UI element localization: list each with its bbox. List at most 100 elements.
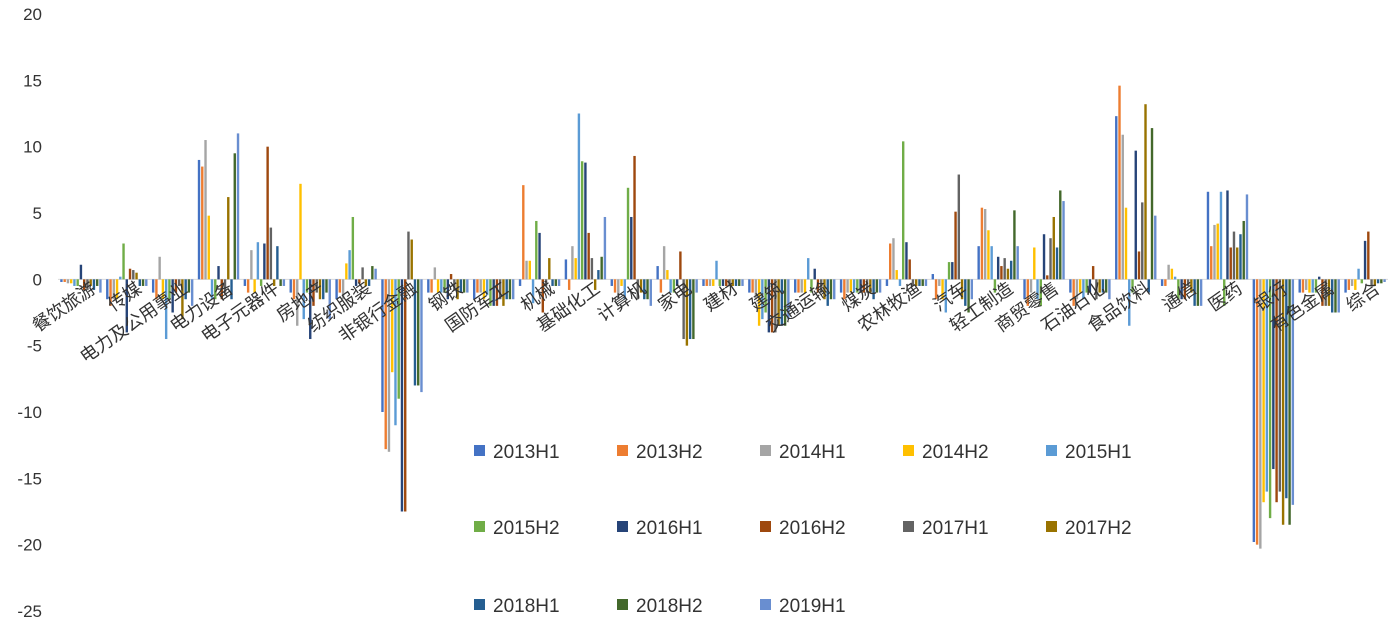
y-tick-label: 15 xyxy=(23,71,42,90)
bar-2019H1-13 xyxy=(695,279,698,293)
bar-2014H1-24 xyxy=(1167,264,1170,280)
bar-2017H1-7 xyxy=(407,231,410,280)
bar-2017H2-20 xyxy=(1006,268,1010,280)
legend-swatch xyxy=(617,521,628,532)
legend-swatch xyxy=(474,521,485,532)
legend-swatch xyxy=(760,521,771,532)
bar-2014H2-25 xyxy=(1216,223,1219,280)
bar-2016H1-0 xyxy=(79,264,83,280)
bar-2014H1-5 xyxy=(296,279,299,326)
bar-2014H2-4 xyxy=(253,279,256,293)
bar-2018H2-15 xyxy=(783,279,787,326)
y-tick-label: 20 xyxy=(23,5,42,24)
bar-2013H2-0 xyxy=(63,279,66,282)
y-axis-ticks: 20 15 10 5 0 -5 -10 -15 -20 -25 xyxy=(17,5,42,621)
bar-2018H1-5 xyxy=(322,279,325,300)
bar-2019H1-15 xyxy=(787,279,790,320)
bar-2019H1-10 xyxy=(557,279,561,286)
bar-2014H1-9 xyxy=(479,279,482,293)
bar-2015H1-22 xyxy=(1082,279,1085,300)
bar-2016H1-20 xyxy=(996,256,1000,280)
bar-2014H1-6 xyxy=(341,279,345,300)
bar-2018H2-28 xyxy=(1380,279,1383,284)
bar-2015H1-0 xyxy=(73,279,76,286)
bar-2015H2-25 xyxy=(1223,279,1226,306)
bar-2016H1-16 xyxy=(813,268,816,280)
bar-2018H1-4 xyxy=(276,246,279,280)
bar-2019H1-17 xyxy=(878,279,882,293)
legend-label: 2014H2 xyxy=(922,442,989,463)
y-tick-label: -5 xyxy=(27,337,42,356)
bar-2013H1-5 xyxy=(289,279,292,293)
bar-2018H1-20 xyxy=(1009,260,1013,280)
bar-2014H1-15 xyxy=(754,279,758,300)
bar-2016H2-16 xyxy=(816,279,820,293)
bar-2016H1-28 xyxy=(1363,240,1367,280)
legend-item: 2016H2 xyxy=(760,518,846,539)
bar-2013H2-12 xyxy=(613,279,617,293)
legend-item: 2019H1 xyxy=(760,596,846,617)
bar-2016H2-5 xyxy=(312,279,315,306)
bar-2017H2-16 xyxy=(823,279,826,300)
bar-2017H1-13 xyxy=(682,279,685,340)
bar-2016H1-23 xyxy=(1134,150,1137,280)
bar-2017H1-17 xyxy=(865,279,869,293)
bar-2015H2-23 xyxy=(1131,279,1134,293)
legend-swatch xyxy=(1046,521,1057,532)
bar-2019H1-26 xyxy=(1291,279,1295,505)
bar-2016H1-11 xyxy=(584,162,587,280)
bar-2017H2-24 xyxy=(1190,279,1193,293)
bar-2014H1-27 xyxy=(1305,279,1308,290)
bar-2015H2-11 xyxy=(580,161,584,280)
bar-2016H1-24 xyxy=(1180,279,1183,300)
bar-2019H1-1 xyxy=(145,279,148,286)
bar-2019H1-19 xyxy=(970,279,974,300)
bar-2013H1-26 xyxy=(1252,279,1256,543)
bar-2017H2-25 xyxy=(1236,247,1239,280)
bar-2015H1-17 xyxy=(852,279,856,293)
bar-2014H2-9 xyxy=(482,279,486,300)
bar-2017H1-25 xyxy=(1232,231,1236,280)
bar-2016H2-0 xyxy=(82,279,86,290)
bar-2016H1-3 xyxy=(217,266,220,280)
bar-2015H1-3 xyxy=(210,279,214,300)
bar-2013H1-14 xyxy=(702,279,705,286)
bar-2016H2-13 xyxy=(679,251,682,280)
bar-2013H2-6 xyxy=(338,279,342,293)
bar-2016H1-15 xyxy=(767,279,771,333)
bar-2015H2-17 xyxy=(856,279,859,293)
bar-2015H1-23 xyxy=(1128,279,1131,326)
bar-2019H1-0 xyxy=(99,279,102,293)
bar-2018H1-24 xyxy=(1193,279,1196,306)
bar-2018H1-21 xyxy=(1055,247,1059,280)
bar-2013H1-8 xyxy=(427,279,430,293)
bar-2019H1-20 xyxy=(1016,246,1019,280)
bar-2013H2-21 xyxy=(1026,279,1029,306)
bar-2014H1-23 xyxy=(1121,134,1124,280)
bar-2013H2-11 xyxy=(567,279,571,290)
bar-2017H1-11 xyxy=(590,258,594,280)
legend-item: 2014H1 xyxy=(760,442,846,463)
bar-2017H1-12 xyxy=(636,279,639,300)
legend-swatch xyxy=(760,445,771,456)
bar-2015H2-28 xyxy=(1360,279,1364,284)
bar-2018H2-9 xyxy=(508,279,512,300)
bar-2017H1-24 xyxy=(1186,279,1190,286)
bar-2015H1-27 xyxy=(1311,279,1314,293)
bar-2013H1-18 xyxy=(885,279,889,286)
bar-2015H2-5 xyxy=(305,279,309,293)
bar-2016H2-22 xyxy=(1091,266,1095,280)
bar-2016H2-14 xyxy=(725,279,728,286)
legend-label: 2019H1 xyxy=(779,596,846,617)
bar-2015H2-15 xyxy=(764,279,767,313)
legend-item: 2013H1 xyxy=(474,442,560,463)
bar-2018H1-15 xyxy=(780,279,784,326)
bar-2015H2-26 xyxy=(1268,279,1272,519)
bar-2015H1-18 xyxy=(898,279,902,286)
bar-2018H2-4 xyxy=(279,279,282,286)
bar-2013H2-28 xyxy=(1347,279,1351,290)
bar-2016H2-26 xyxy=(1275,279,1278,503)
bar-2015H1-7 xyxy=(394,279,397,426)
bar-2014H1-1 xyxy=(112,279,115,300)
bar-2018H2-17 xyxy=(875,279,879,293)
